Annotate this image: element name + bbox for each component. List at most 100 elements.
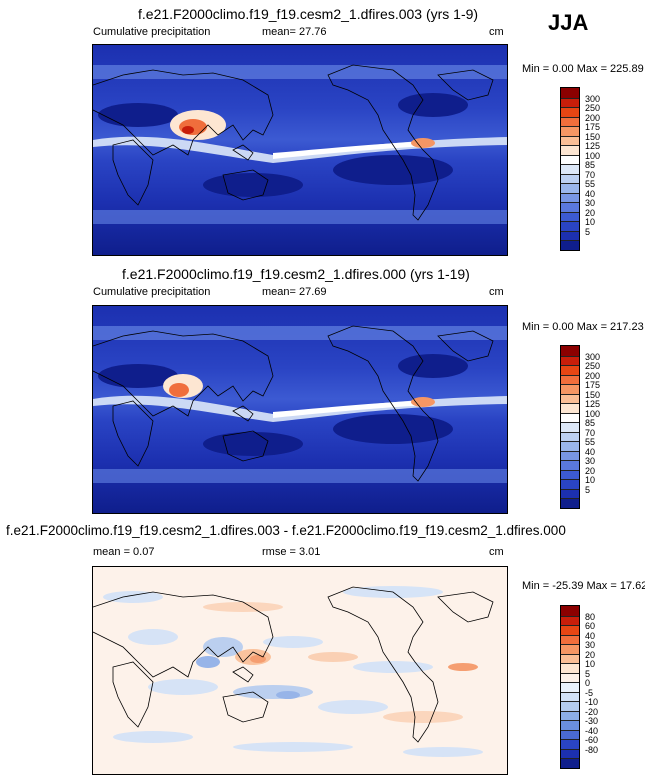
panel1-cbar-label: 55 <box>585 179 596 189</box>
panel3-mean: mean = 0.07 <box>93 546 155 558</box>
colorbar-segment <box>561 672 579 683</box>
panel3-range: Min = -25.39 Max = 17.62 <box>522 580 645 592</box>
panel2-cbar-label: 250 <box>585 361 601 371</box>
panel1-cbar-label: 250 <box>585 103 601 113</box>
panel2-cbar-label: 175 <box>585 380 601 390</box>
panel1-cbar-label: 200 <box>585 113 601 123</box>
colorbar-segment <box>561 625 579 635</box>
panel2-range: Min = 0.00 Max = 217.23 <box>522 321 644 333</box>
panel2-title: f.e21.F2000climo.f19_f19.cesm2_1.dfires.… <box>122 266 470 282</box>
panel2-cbar-label: 55 <box>585 437 596 447</box>
colorbar-segment <box>561 469 579 480</box>
colorbar-segment <box>561 691 579 702</box>
panel3-cbar-label: -20 <box>585 707 599 717</box>
colorbar-segment <box>561 384 579 394</box>
season-label: JJA <box>548 10 589 35</box>
panel1-mean: mean= 27.76 <box>262 26 327 38</box>
colorbar-segment <box>561 748 579 759</box>
panel3-cbar-label: -10 <box>585 697 599 707</box>
colorbar-segment <box>561 739 579 749</box>
colorbar-segment <box>561 355 579 366</box>
panel1-cbar-label: 40 <box>585 189 596 199</box>
panel2-cbar-label: 70 <box>585 428 596 438</box>
panel2-map <box>92 305 508 514</box>
panel2-cbar-label: 20 <box>585 466 596 476</box>
colorbar-segment <box>561 701 579 711</box>
colorbar-segment <box>561 221 579 231</box>
colorbar-segment <box>561 653 579 664</box>
panel2-unit: cm <box>489 286 504 298</box>
colorbar-segment <box>561 145 579 155</box>
colorbar-segment <box>561 644 579 654</box>
panel2-cbar-label: 200 <box>585 371 601 381</box>
colorbar-segment <box>561 374 579 385</box>
colorbar-segment <box>561 412 579 423</box>
panel3-cbar-label: 30 <box>585 640 596 650</box>
panel1-cbar-label: 10 <box>585 217 596 227</box>
panel2-cbar-label: 10 <box>585 475 596 485</box>
panel2-mean: mean= 27.69 <box>262 286 327 298</box>
colorbar-segment <box>561 192 579 203</box>
panel1-cbar-label: 70 <box>585 170 596 180</box>
colorbar-segment <box>561 365 579 375</box>
colorbar-segment <box>561 758 579 768</box>
colorbar-segment <box>561 682 579 692</box>
colorbar-segment <box>561 615 579 626</box>
panel1-cbar-label: 150 <box>585 132 601 142</box>
colorbar-segment <box>561 240 579 250</box>
panel2-colorbar <box>560 345 580 509</box>
panel2-cbar-label: 85 <box>585 418 596 428</box>
panel3-cbar-label: 5 <box>585 669 591 679</box>
panel1-unit: cm <box>489 26 504 38</box>
panel1-cbar-label: 20 <box>585 208 596 218</box>
colorbar-segment <box>561 107 579 117</box>
panel3-colorbar-labels: 80 60 40 30 20 10 5 0 -5 -10 -20 -30 -40… <box>585 605 625 767</box>
colorbar-segment <box>561 441 579 451</box>
colorbar-segment <box>561 431 579 442</box>
panel3-cbar-label: -5 <box>585 688 594 698</box>
panel1-cbar-label: 85 <box>585 160 596 170</box>
panel3-cbar-label: 60 <box>585 621 596 631</box>
panel2-cbar-label: 30 <box>585 456 596 466</box>
panel3-cbar-label: 10 <box>585 659 596 669</box>
colorbar-segment <box>561 126 579 136</box>
panel2-cbar-label: 300 <box>585 352 601 362</box>
colorbar-segment <box>561 403 579 413</box>
panel2-cbar-label: 40 <box>585 447 596 457</box>
colorbar-segment <box>561 154 579 165</box>
panel3-unit: cm <box>489 546 504 558</box>
colorbar-segment <box>561 634 579 645</box>
panel3-cbar-label: -60 <box>585 735 599 745</box>
panel2-cbar-label: 100 <box>585 409 601 419</box>
colorbar-segment <box>561 663 579 673</box>
panel3-cbar-label: 20 <box>585 650 596 660</box>
colorbar-segment <box>561 720 579 730</box>
panel1-left-label: Cumulative precipitation <box>93 26 211 38</box>
panel3-cbar-label: -80 <box>585 745 599 755</box>
colorbar-segment <box>561 211 579 222</box>
colorbar-segment <box>561 450 579 461</box>
colorbar-segment <box>561 422 579 432</box>
panel1-cbar-label: 100 <box>585 151 601 161</box>
colorbar-segment <box>561 479 579 489</box>
colorbar-segment <box>561 488 579 499</box>
panel1-range: Min = 0.00 Max = 225.89 <box>522 63 644 75</box>
panel1-title: f.e21.F2000climo.f19_f19.cesm2_1.dfires.… <box>138 6 479 22</box>
colorbar-segment <box>561 606 579 616</box>
panel3-colorbar <box>560 605 580 769</box>
panel2-left-label: Cumulative precipitation <box>93 286 211 298</box>
colorbar-segment <box>561 183 579 193</box>
panel1-cbar-label: 300 <box>585 94 601 104</box>
panel1-colorbar <box>560 87 580 251</box>
panel2-cbar-label: 5 <box>585 485 591 495</box>
colorbar-segment <box>561 135 579 146</box>
panel3-cbar-label: -40 <box>585 726 599 736</box>
colorbar-segment <box>561 393 579 404</box>
colorbar-segment <box>561 202 579 212</box>
colorbar-segment <box>561 346 579 356</box>
panel1-cbar-label: 125 <box>585 141 601 151</box>
panel1-cbar-label: 175 <box>585 122 601 132</box>
panel2-cbar-label: 125 <box>585 399 601 409</box>
colorbar-segment <box>561 97 579 108</box>
colorbar-segment <box>561 230 579 241</box>
